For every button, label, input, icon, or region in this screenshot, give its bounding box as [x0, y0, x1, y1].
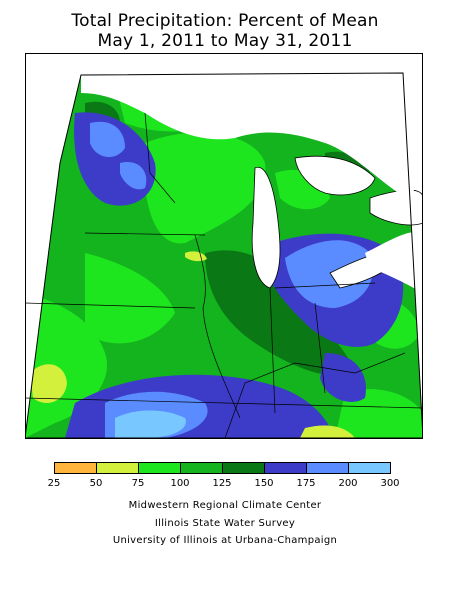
legend-swatch-100-125 — [180, 462, 223, 474]
legend-tick-25: 25 — [47, 478, 61, 489]
legend-tick-100: 100 — [170, 478, 190, 489]
precipitation-map — [25, 53, 423, 439]
canada-land — [81, 73, 415, 203]
ontario-land — [365, 232, 423, 293]
boundary-ky — [224, 352, 406, 439]
field-minnesota-very-high-2 — [120, 162, 147, 190]
boundary-south — [25, 397, 423, 409]
boundary-mississippi — [194, 234, 241, 419]
legend-tick-200: 200 — [338, 478, 358, 489]
legend-swatch-25-50 — [54, 462, 97, 474]
legend-swatch-75-100 — [138, 462, 181, 474]
map-frame — [25, 53, 423, 439]
legend-swatch-175-200 — [306, 462, 349, 474]
field-iowa — [85, 253, 175, 344]
credit-mrcc: Midwestern Regional Climate Center — [128, 500, 322, 511]
canada-region — [81, 73, 423, 293]
map-title: Total Precipitation: Percent of Mean — [71, 11, 379, 31]
legend-tick-150: 150 — [254, 478, 274, 489]
legend-tick-125: 125 — [212, 478, 232, 489]
lake-michigan — [251, 166, 281, 289]
field-west-dry — [30, 364, 67, 403]
boundary-mn-wi — [144, 112, 176, 204]
legend-tick-175: 175 — [296, 478, 316, 489]
legend-swatch-125-150 — [222, 462, 265, 474]
boundary-in-oh — [314, 302, 326, 394]
boundary-ia-mo — [25, 302, 196, 309]
field-wisconsin — [144, 132, 266, 244]
field-southeast-dry — [300, 425, 355, 438]
boundary-il-in — [269, 287, 276, 414]
lake-huron — [294, 155, 376, 196]
credit-isws: Illinois State Water Survey — [154, 518, 296, 529]
credit-uiuc: University of Illinois at Urbana-Champai… — [112, 535, 338, 546]
boundary-mi-in — [274, 282, 376, 289]
map-date-range: May 1, 2011 to May 31, 2011 — [97, 31, 353, 51]
legend-tick-300: 300 — [380, 478, 400, 489]
legend-swatch-50-75 — [96, 462, 139, 474]
legend-tick-75: 75 — [131, 478, 145, 489]
legend-tick-50: 50 — [89, 478, 103, 489]
field-michigan-very-high — [285, 240, 374, 308]
boundary-mn-ia — [84, 232, 206, 236]
field-south-max — [115, 410, 186, 438]
state-boundaries — [25, 112, 423, 439]
legend-swatch-200-300 — [348, 462, 391, 474]
field-minnesota-very-high — [90, 121, 125, 158]
field-central-dark — [205, 250, 355, 376]
legend-swatch-150-175 — [264, 462, 307, 474]
field-indiana-high — [320, 353, 366, 402]
